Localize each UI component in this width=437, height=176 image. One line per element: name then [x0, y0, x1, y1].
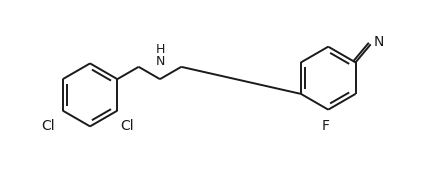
Text: F: F — [321, 120, 329, 133]
Text: N: N — [374, 35, 384, 49]
Text: H
N: H N — [156, 43, 166, 68]
Text: Cl: Cl — [41, 118, 55, 133]
Text: Cl: Cl — [120, 118, 134, 133]
